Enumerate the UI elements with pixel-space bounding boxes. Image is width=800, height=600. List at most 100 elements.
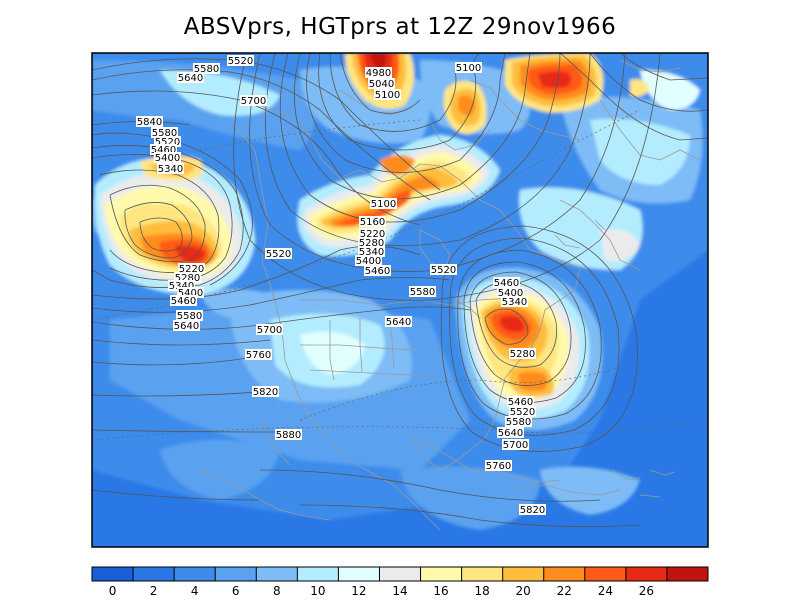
colorbar-tick-label: 12 (351, 584, 366, 598)
height-label: 5340 (501, 296, 528, 308)
colorbar-swatch (379, 567, 422, 581)
height-label: 5460 (170, 295, 197, 307)
plot-area: 5580 5520 5640 5700 5840 5580 5520 5460 … (92, 53, 708, 547)
height-label: 5100 (455, 62, 482, 74)
height-label: 5520 (430, 264, 457, 276)
svg-text:5460: 5460 (171, 296, 196, 307)
svg-text:5700: 5700 (503, 440, 528, 451)
svg-text:5100: 5100 (371, 199, 396, 210)
colorbar-swatch (297, 567, 339, 581)
svg-text:5880: 5880 (276, 430, 301, 441)
height-label: 5340 (358, 246, 385, 258)
colorbar-swatch (133, 567, 175, 581)
height-label: 5580 (151, 127, 178, 139)
height-label: 5400 (355, 255, 382, 267)
svg-text:5520: 5520 (510, 407, 535, 418)
height-label: 5400 (154, 152, 181, 164)
colorbar-frame (91, 566, 709, 582)
colorbar-tick-label: 8 (273, 584, 281, 598)
height-label: 5220 (178, 263, 205, 275)
svg-text:5520: 5520 (228, 56, 253, 67)
svg-text:5220: 5220 (360, 229, 385, 240)
height-label: 5700 (502, 439, 529, 451)
svg-text:5460: 5460 (508, 397, 533, 408)
height-label: 5840 (136, 116, 163, 128)
height-label: 5040 (368, 78, 395, 90)
height-label: 5580 (193, 63, 220, 75)
height-label: 5520 (227, 55, 254, 67)
colorbar-tick-label: 14 (392, 584, 407, 598)
height-label: 5700 (240, 95, 267, 107)
height-label: 5640 (385, 316, 412, 328)
svg-text:5640: 5640 (498, 428, 523, 439)
svg-text:5520: 5520 (155, 137, 180, 148)
colorbar: 0 2 4 6 8 10 12 14 16 18 20 22 24 26 (91, 566, 709, 598)
height-label: 5340 (168, 280, 195, 292)
height-label: 5280 (358, 237, 385, 249)
height-label: 5460 (364, 265, 391, 277)
height-label: 5280 (509, 348, 536, 360)
height-label: 5520 (154, 136, 181, 148)
svg-text:5520: 5520 (266, 249, 291, 260)
height-label: 5640 (177, 72, 204, 84)
svg-text:5100: 5100 (456, 63, 481, 74)
colorbar-tick-label: 18 (474, 584, 489, 598)
svg-text:5820: 5820 (520, 505, 545, 516)
height-label: 5580 (409, 286, 436, 298)
svg-text:5820: 5820 (253, 387, 278, 398)
svg-text:5460: 5460 (151, 145, 176, 156)
colorbar-swatch (461, 567, 504, 581)
height-label: 5460 (493, 277, 520, 289)
colorbar-tick-label: 6 (232, 584, 240, 598)
height-label: 5640 (173, 320, 200, 332)
colorbar-swatch (215, 567, 257, 581)
colorbar-swatch (502, 567, 545, 581)
svg-text:5640: 5640 (386, 317, 411, 328)
colorbar-tick-label: 0 (109, 584, 117, 598)
height-label: 5760 (245, 349, 272, 361)
height-label: 5640 (497, 427, 524, 439)
height-label: 5280 (174, 272, 201, 284)
height-label: 5100 (374, 89, 401, 101)
svg-text:5460: 5460 (365, 266, 390, 277)
height-label: 5580 (176, 310, 203, 322)
height-label: 5520 (509, 406, 536, 418)
height-label: 5340 (157, 163, 184, 175)
svg-text:5580: 5580 (177, 311, 202, 322)
map-title: ABSVprs, HGTprs at 12Z 29nov1966 (183, 14, 617, 40)
colorbar-swatch (666, 567, 709, 581)
colorbar-tick-label: 20 (516, 584, 531, 598)
svg-text:5040: 5040 (369, 79, 394, 90)
colorbar-swatch (256, 567, 298, 581)
height-label: 5760 (485, 460, 512, 472)
height-label: 5400 (177, 287, 204, 299)
vorticity-fill (92, 53, 708, 530)
svg-text:5400: 5400 (498, 288, 523, 299)
svg-text:5460: 5460 (494, 278, 519, 289)
colorbar-swatch (174, 567, 216, 581)
plot-frame (91, 52, 709, 548)
height-label: 4980 (365, 67, 392, 79)
svg-text:5400: 5400 (155, 153, 180, 164)
height-label: 5580 (505, 416, 532, 428)
colorbar-tick-label: 26 (639, 584, 654, 598)
svg-text:5340: 5340 (169, 281, 194, 292)
colorbar-tick-label: 2 (150, 584, 158, 598)
colorbar-swatch (584, 567, 627, 581)
svg-text:5280: 5280 (359, 238, 384, 249)
svg-text:5760: 5760 (486, 461, 511, 472)
svg-text:5400: 5400 (356, 256, 381, 267)
map-geography (199, 59, 701, 531)
svg-text:5640: 5640 (174, 321, 199, 332)
colorbar-swatch (92, 567, 134, 581)
height-label: 5400 (497, 287, 524, 299)
height-label: 5460 (507, 396, 534, 408)
height-labels: 5580 5520 5640 5700 5840 5580 5520 5460 … (136, 55, 546, 516)
svg-text:5760: 5760 (246, 350, 271, 361)
svg-text:5220: 5220 (179, 264, 204, 275)
height-label: 5160 (359, 216, 386, 228)
height-label: 5100 (370, 198, 397, 210)
colorbar-tick-label: 24 (598, 584, 613, 598)
svg-text:5340: 5340 (502, 297, 527, 308)
svg-text:5840: 5840 (137, 117, 162, 128)
